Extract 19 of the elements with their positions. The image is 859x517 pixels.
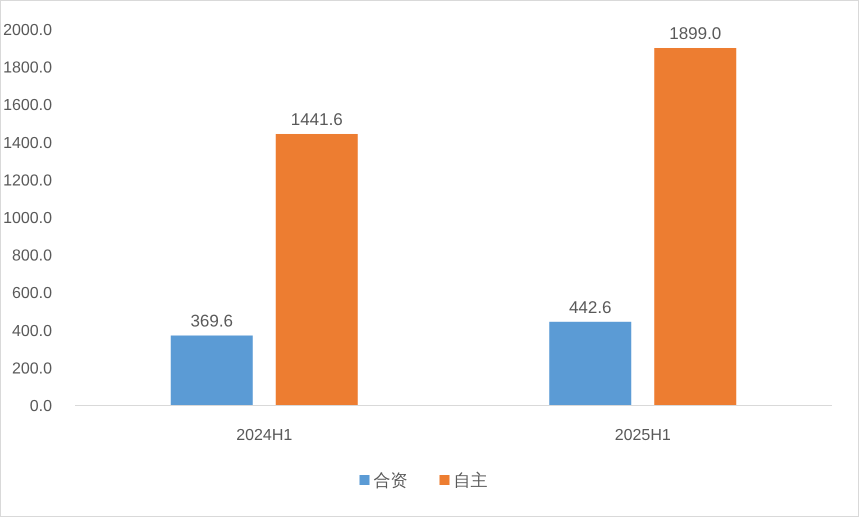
legend-label: 自主 [454,471,488,490]
y-tick-label: 1400.0 [3,134,52,152]
data-label: 1441.6 [290,110,343,129]
y-tick-label: 2000.0 [3,22,52,39]
y-tick-label: 0.0 [30,398,52,415]
y-tick-label: 1600.0 [3,97,52,114]
y-tick-label: 600.0 [12,285,52,302]
y-tick-label: 400.0 [12,322,52,340]
x-tick-label: 2025H1 [614,427,671,444]
y-tick-label: 800.0 [12,248,52,265]
y-tick-label: 1800.0 [3,60,52,77]
data-label: 369.6 [190,312,234,331]
legend-label: 合资 [374,471,408,490]
y-tick-label: 1000.0 [3,210,52,227]
y-tick-label: 1200.0 [3,172,52,190]
x-tick-label: 2024H1 [236,427,292,444]
y-tick-label: 200.0 [12,360,52,378]
data-label: 442.6 [568,298,612,317]
data-label: 1899.0 [669,24,722,43]
